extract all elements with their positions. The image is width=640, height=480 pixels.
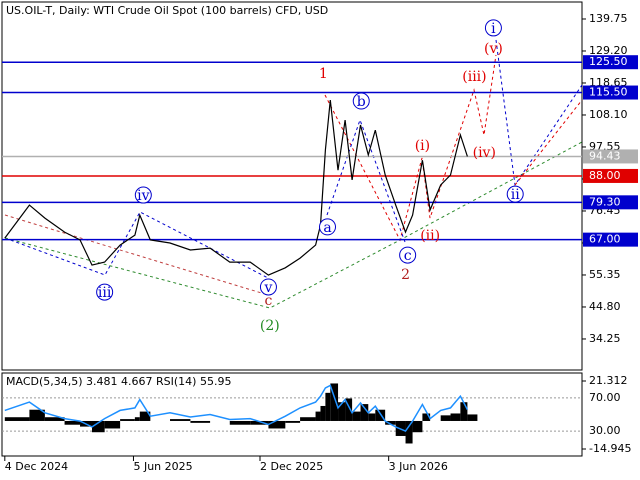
y2-tick-label: 70.00	[589, 391, 621, 404]
wave-label: ii	[511, 187, 520, 203]
wave-label: b	[357, 94, 366, 110]
macd-bar	[460, 402, 468, 421]
level-label-box	[583, 55, 638, 70]
macd-bar	[44, 417, 65, 421]
macd-bar	[330, 383, 339, 421]
macd-bar	[467, 414, 478, 421]
y-tick-label: 44.80	[589, 300, 621, 313]
wave-circle	[506, 185, 524, 203]
macd-bar	[315, 411, 321, 421]
rsi-line	[4, 384, 469, 433]
wave-label: (iv)	[473, 145, 496, 161]
wave-circle	[484, 19, 502, 37]
wave-line	[326, 118, 406, 243]
y-tick-label: -14.945	[589, 442, 631, 455]
macd-bar	[29, 409, 45, 421]
macd-bar	[170, 419, 191, 421]
level-label-box	[583, 85, 638, 100]
level-label: 67.00	[589, 233, 621, 246]
wave-label: iii	[98, 285, 112, 301]
macd-bar	[285, 420, 301, 423]
level-label-box	[583, 149, 638, 164]
macd-bar	[422, 413, 431, 421]
y-tick-label: 34.25	[589, 332, 621, 345]
main-frame	[1, 1, 583, 371]
y-tick-label: 139.75	[589, 12, 628, 25]
wave-label: (i)	[415, 138, 430, 154]
macd-bar	[190, 420, 211, 423]
macd-bar	[320, 405, 326, 421]
level-label-box	[583, 195, 638, 210]
wave-circle	[352, 92, 370, 110]
macd-bar	[440, 415, 451, 421]
wave-line	[4, 141, 583, 309]
macd-bar	[385, 420, 396, 425]
macd-bar	[300, 417, 316, 421]
level-label: 79.30	[589, 195, 621, 208]
wave-label: (2)	[260, 318, 280, 334]
y-tick-label: 21.312	[589, 374, 628, 387]
y-tick-label: 108.10	[589, 108, 628, 121]
macd-bar	[120, 419, 135, 421]
macd-bar	[338, 402, 346, 421]
wave-line	[4, 214, 269, 296]
macd-bar	[64, 420, 81, 425]
macd-bar	[229, 420, 251, 425]
wave-label: c	[404, 248, 412, 264]
wave-label: c	[265, 293, 273, 309]
wave-circle	[259, 278, 277, 296]
wave-circle	[134, 186, 152, 204]
x-tick-label: 2 Dec 2025	[260, 460, 323, 473]
macd-bar	[375, 409, 386, 421]
level-label: 125.50	[589, 55, 628, 68]
macd-bar	[139, 411, 151, 421]
title-bg	[3, 3, 343, 18]
wave-label: v	[263, 280, 272, 296]
macd-bar	[360, 404, 369, 421]
macd-bar	[368, 413, 376, 421]
indicator-frame	[1, 372, 583, 457]
wave-circle	[319, 218, 337, 236]
y-tick-label: 129.20	[589, 44, 628, 57]
level-label-box	[583, 232, 638, 247]
indicator-title: MACD(5,34,5) 3.481 4.667 RSI(14) 55.95	[6, 375, 231, 388]
macd-bar	[4, 417, 30, 421]
level-label-box	[583, 168, 638, 183]
macd-bar	[134, 417, 140, 421]
wave-circle	[399, 246, 417, 264]
wave-label: (iii)	[462, 69, 486, 85]
macd-bar	[250, 420, 269, 425]
level-label: 94.43	[589, 149, 621, 162]
chart-title: US.OIL-T, Daily: WTI Crude Oil Spot (100…	[6, 4, 328, 17]
macd-bar	[91, 420, 105, 433]
level-label: 115.50	[589, 86, 628, 99]
wave-label: 1	[319, 66, 328, 82]
wave-label: (ii)	[420, 228, 440, 244]
y2-tick-label: 30.00	[589, 424, 621, 437]
level-label: 88.00	[589, 169, 621, 182]
x-tick-label: 5 Jun 2025	[133, 460, 192, 473]
price-line	[4, 100, 468, 276]
x-tick-label: 3 Jun 2026	[389, 460, 448, 473]
macd-bar	[352, 411, 361, 421]
x-tick-label: 4 Dec 2024	[5, 460, 68, 473]
macd-bar	[405, 420, 413, 444]
macd-bar	[325, 392, 331, 421]
macd-bar	[268, 420, 286, 429]
y-tick-label: 55.35	[589, 268, 621, 281]
wave-label: a	[323, 220, 331, 236]
macd-bar	[104, 420, 121, 429]
macd-bar	[450, 413, 461, 421]
macd-bar	[412, 420, 423, 433]
wave-circle	[96, 283, 114, 301]
wave-line	[514, 99, 583, 186]
wave-label: (v)	[484, 41, 503, 57]
wave-label: iv	[137, 188, 149, 204]
macd-bar	[345, 398, 353, 421]
wave-label: i	[491, 21, 496, 37]
wave-label: 2	[401, 267, 410, 283]
